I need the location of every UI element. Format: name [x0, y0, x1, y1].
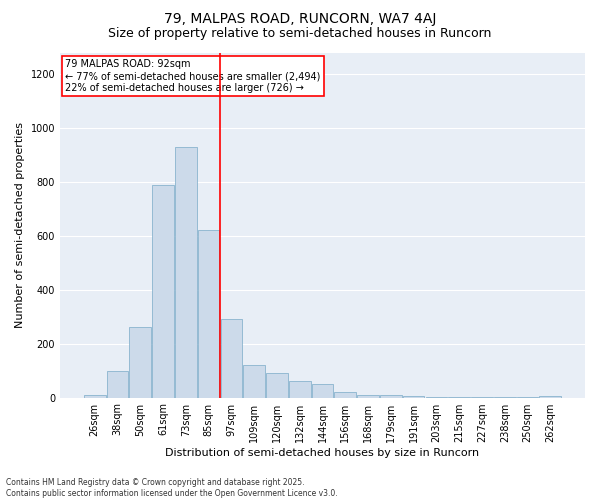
Bar — [266, 374, 288, 398]
Bar — [221, 320, 242, 398]
Bar — [380, 396, 401, 398]
Bar — [175, 147, 197, 398]
Bar — [334, 392, 356, 398]
Bar — [84, 395, 106, 398]
Text: Size of property relative to semi-detached houses in Runcorn: Size of property relative to semi-detach… — [109, 28, 491, 40]
Bar — [425, 397, 447, 398]
Text: 79 MALPAS ROAD: 92sqm
← 77% of semi-detached houses are smaller (2,494)
22% of s: 79 MALPAS ROAD: 92sqm ← 77% of semi-deta… — [65, 60, 320, 92]
Bar — [130, 328, 151, 398]
Bar — [198, 230, 220, 398]
Bar — [357, 395, 379, 398]
Bar — [107, 370, 128, 398]
Bar — [403, 396, 424, 398]
Bar — [289, 382, 311, 398]
Bar — [448, 397, 470, 398]
Text: Contains HM Land Registry data © Crown copyright and database right 2025.
Contai: Contains HM Land Registry data © Crown c… — [6, 478, 338, 498]
Bar — [244, 365, 265, 398]
Y-axis label: Number of semi-detached properties: Number of semi-detached properties — [15, 122, 25, 328]
Bar — [539, 396, 561, 398]
Bar — [312, 384, 334, 398]
Text: 79, MALPAS ROAD, RUNCORN, WA7 4AJ: 79, MALPAS ROAD, RUNCORN, WA7 4AJ — [164, 12, 436, 26]
Bar — [152, 184, 174, 398]
X-axis label: Distribution of semi-detached houses by size in Runcorn: Distribution of semi-detached houses by … — [166, 448, 479, 458]
